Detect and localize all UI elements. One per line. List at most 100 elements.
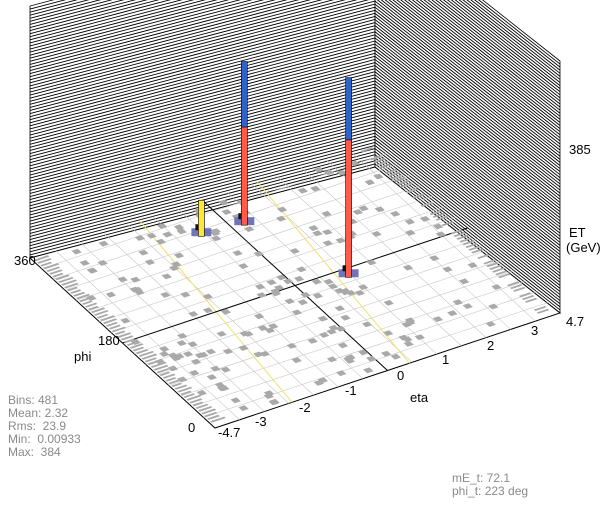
floor-cell [167,365,179,372]
floor-cell [159,351,170,357]
floor-cell [477,253,490,259]
floor-cell [393,177,407,183]
floor-cell [435,231,446,238]
floor-cell [269,398,280,405]
floor-cell [155,238,167,245]
floor-cell [401,321,412,328]
floor-cell [220,366,231,373]
floor-cell [468,245,481,251]
floor-cell [495,270,508,276]
floor-cell [180,291,191,298]
floor-cell [144,259,156,266]
floor-cell [483,259,496,265]
wall-hatch-line [466,0,561,74]
wall-hatch-line [450,0,561,86]
wall-hatch-line [29,138,376,231]
floor-cell [55,274,70,281]
wall-hatch-line [374,0,561,148]
floor-cell [206,374,217,381]
wall-hatch-line [374,138,561,286]
wall-hatch-line [29,12,376,105]
floor-cell [205,348,216,355]
floor-cell [134,289,145,296]
wall-hatch-line [374,163,561,311]
met-box: mE_t: 72.1 phi_t: 223 deg [452,472,582,498]
floor-cell [43,263,60,270]
wall-hatch-line [29,34,376,127]
wall-hatch-line [374,16,561,163]
floor-cell [513,286,526,292]
floor-cell [216,385,228,392]
floor-cell [340,314,351,321]
floor-cell [52,272,64,278]
floor-cell [190,358,202,365]
wall-hatch-line [376,0,561,145]
floor-cell [447,310,458,317]
wall-hatch-line [374,154,561,302]
wall-hatch-line [29,108,376,201]
wall-hatch-line [29,0,300,71]
wall-hatch-line [29,95,376,188]
floor-cell [312,292,323,299]
floor-cell [327,283,339,290]
stat-bins: Bins: 481 [8,393,59,407]
floor-cell [492,267,505,273]
wall-hatch-line [29,59,376,151]
floor-cell [102,318,118,325]
floor-cell [177,333,188,339]
wall-hatch-line [29,55,376,148]
stat-mean: Mean: 2.32 [8,406,69,420]
wall-hatch-line [470,0,561,71]
floor-cell [202,307,214,314]
tower-segment [345,139,352,278]
floor-cell [210,416,226,423]
floor-cell [419,216,431,222]
floor-cell [405,188,419,194]
floor-cell [132,346,145,352]
floor-cell [141,353,158,360]
floor-cell [187,341,198,348]
wall-hatch-line [29,37,376,130]
floor-cell [375,160,389,166]
wall-hatch-line [29,3,376,96]
floor-cell [462,303,473,309]
floor-cell [405,229,416,236]
floor-cell [322,240,333,246]
wall-hatch-line [384,0,561,139]
met-phi: phi_t: 223 deg [452,484,529,498]
wall-hatch-line [374,142,561,289]
wall-hatch-line [374,126,561,274]
floor-cell [207,414,220,420]
eta-tick-label: -3 [255,414,267,429]
floor-cell [486,262,499,268]
eta-tick-label: -1 [345,383,357,398]
floor-cell [34,255,50,262]
floor-cell [319,332,330,338]
wall-hatch-line [29,83,376,176]
floor-cell [105,321,118,327]
floor-cell [221,209,232,215]
floor-cell [49,269,63,275]
floor-cell [361,321,373,328]
wall-hatch-line [29,25,376,118]
wall-hatch-line [29,6,376,99]
floor-cell [328,324,339,331]
floor-cell [317,315,328,322]
floor-cell [238,405,249,411]
floor-cell [369,155,383,161]
floor-cell [383,299,394,306]
stat-rms: Rms: 23.9 [8,419,67,433]
wall-hatch-line [374,105,561,252]
wall-hatch-line [446,0,561,90]
wall-hatch-line [374,52,561,200]
floor-cell [46,266,61,272]
floor-cell [64,282,79,289]
floor-cell [79,260,90,266]
floor-cell [317,377,328,384]
wall-hatch-line [29,117,376,210]
floor-cell [244,226,255,232]
wall-hatch-line [29,19,376,111]
wall-hatch-line [29,28,376,121]
floor-cell [263,393,274,399]
wall-hatch-line [374,120,561,268]
